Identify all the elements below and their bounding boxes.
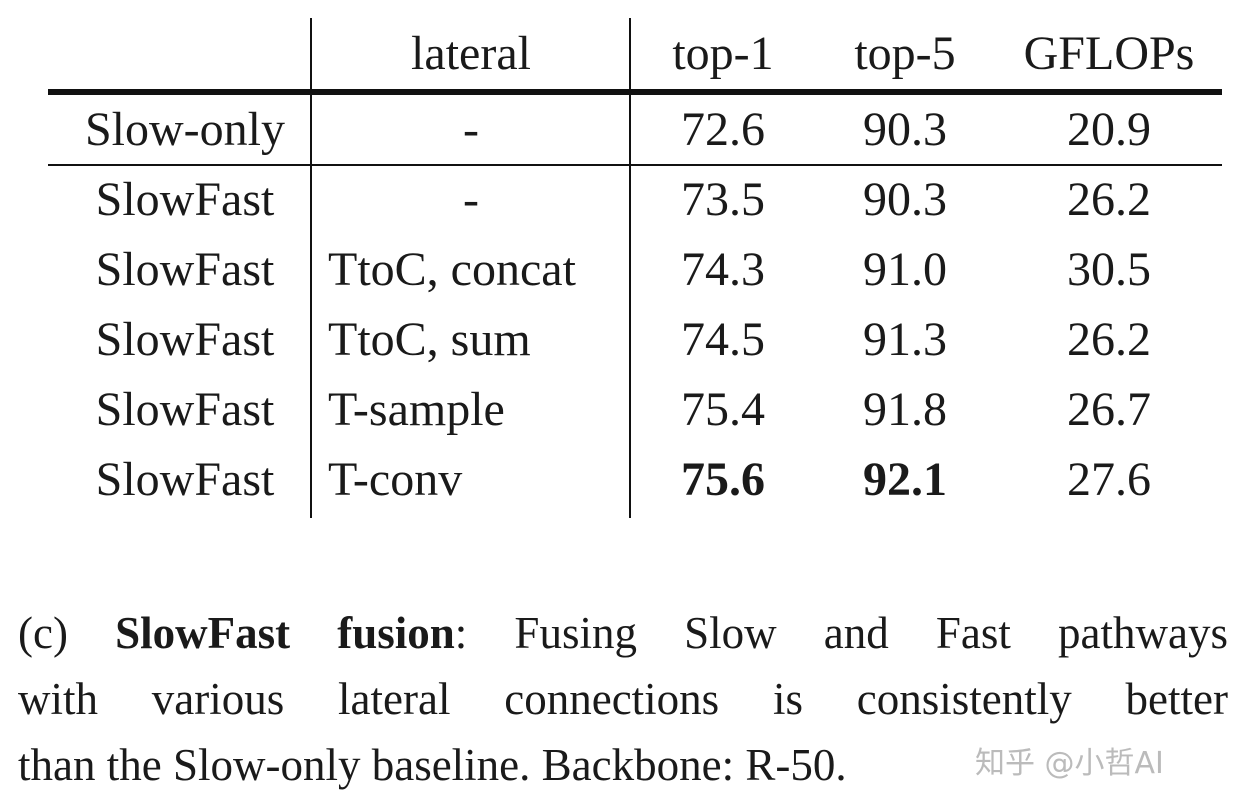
- zhihu-watermark: 知乎 @小哲AI: [975, 746, 1164, 781]
- header-top1: top-1: [672, 27, 774, 80]
- row-top1: 74.3: [681, 243, 765, 296]
- row-name: SlowFast: [95, 243, 275, 296]
- row-name: Slow-only: [84, 103, 285, 156]
- header-rule: [48, 89, 1222, 95]
- header-lateral: lateral: [411, 27, 531, 80]
- column-divider-name: [310, 18, 312, 518]
- table-caption: (c) SlowFast fusion: Fusing Slow and Fas…: [18, 600, 1228, 798]
- row-gflops: 26.2: [1067, 173, 1151, 226]
- row-lateral: -: [463, 173, 479, 226]
- row-top5: 91.3: [863, 313, 947, 366]
- caption-label: (c): [18, 608, 68, 658]
- row-lateral: TtoC, sum: [328, 313, 531, 366]
- row-top1: 73.5: [681, 173, 765, 226]
- results-table: lateral top-1 top-5 GFLOPs Slow-only - 7…: [48, 18, 1222, 518]
- row-top5: 90.3: [863, 173, 947, 226]
- row-name: SlowFast: [95, 383, 275, 436]
- row-lateral: -: [463, 103, 479, 156]
- caption-line2: with various lateral connections is cons…: [18, 674, 1228, 724]
- column-divider-lateral: [629, 18, 631, 518]
- row-top5: 90.3: [863, 103, 947, 156]
- row-top5: 91.8: [863, 383, 947, 436]
- row-top1-best: 75.6: [681, 453, 765, 506]
- row-gflops: 27.6: [1067, 453, 1151, 506]
- row-top1: 72.6: [681, 103, 765, 156]
- row-gflops: 26.2: [1067, 313, 1151, 366]
- row-gflops: 26.7: [1067, 383, 1151, 436]
- baseline-rule: [48, 164, 1222, 166]
- row-gflops: 20.9: [1067, 103, 1151, 156]
- row-name: SlowFast: [95, 173, 275, 226]
- header-gflops: GFLOPs: [1023, 27, 1195, 80]
- row-top5-best: 92.1: [863, 453, 947, 506]
- row-name: SlowFast: [95, 453, 275, 506]
- row-lateral: TtoC, concat: [328, 243, 576, 296]
- row-lateral: T-conv: [328, 453, 463, 506]
- caption-line1: : Fusing Slow and Fast pathways: [454, 608, 1228, 658]
- row-top1: 75.4: [681, 383, 765, 436]
- row-top1: 74.5: [681, 313, 765, 366]
- row-name: SlowFast: [95, 313, 275, 366]
- row-top5: 91.0: [863, 243, 947, 296]
- header-top5: top-5: [854, 27, 956, 80]
- caption-line3: than the Slow-only baseline. Backbone: R…: [18, 740, 847, 790]
- row-lateral: T-sample: [328, 383, 505, 436]
- caption-title: SlowFast fusion: [115, 608, 455, 658]
- row-gflops: 30.5: [1067, 243, 1151, 296]
